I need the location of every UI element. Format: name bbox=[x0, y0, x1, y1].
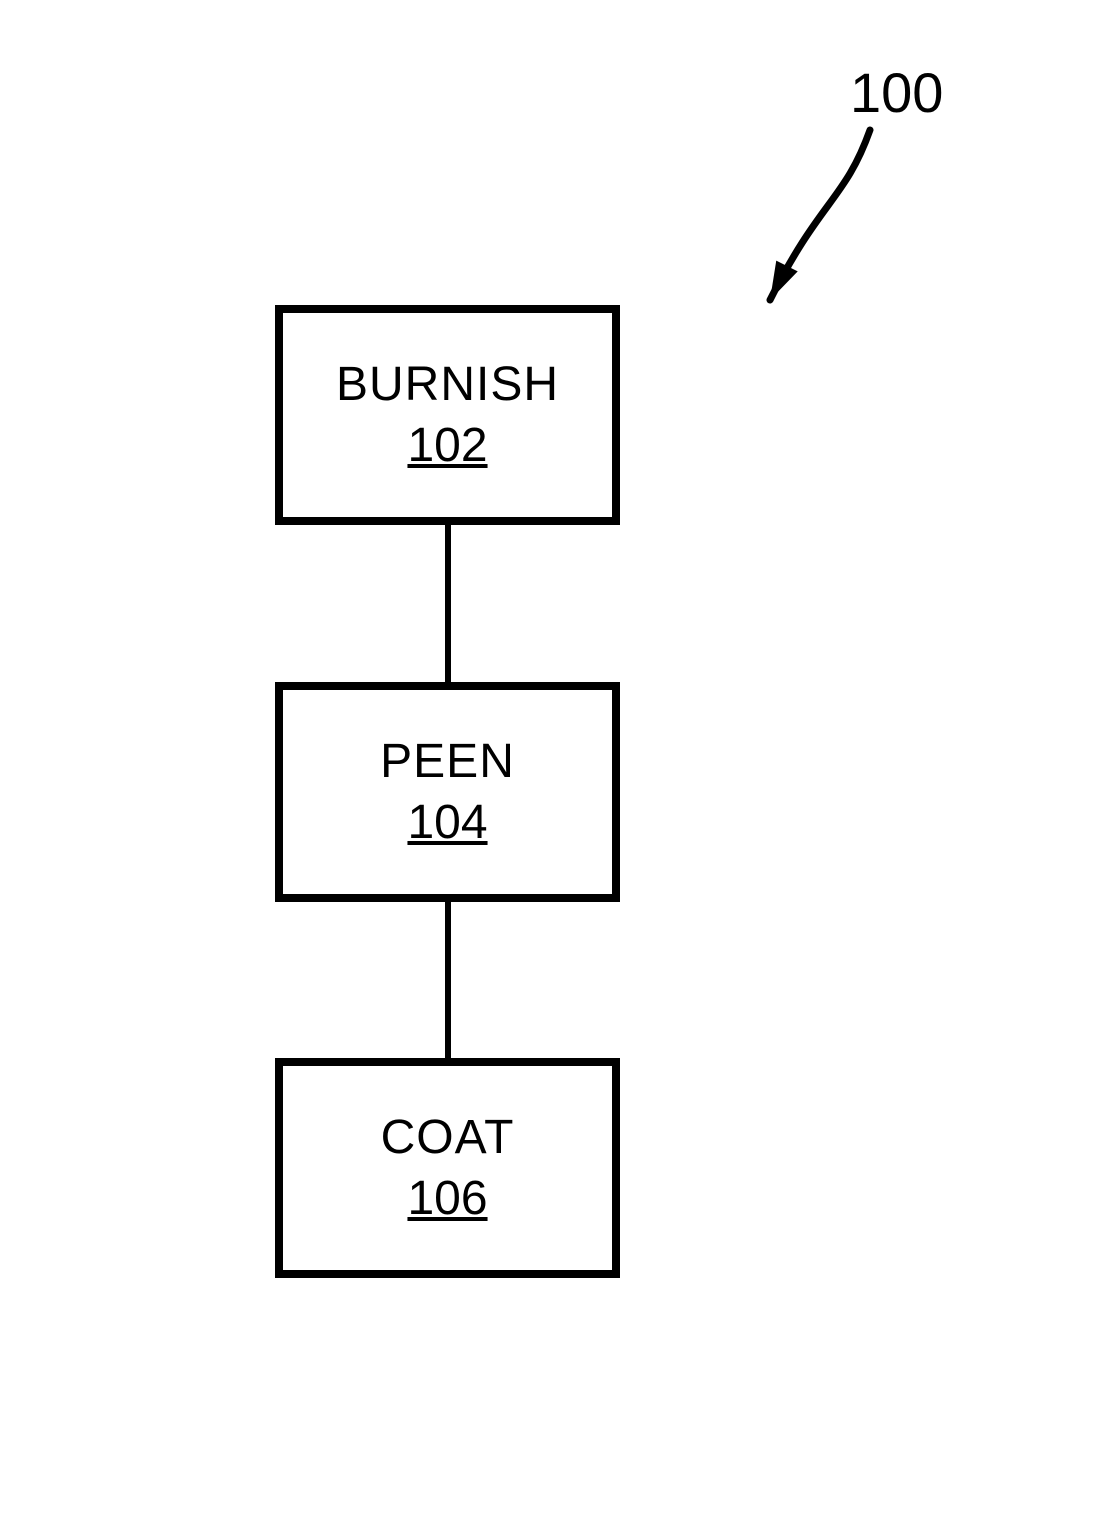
flow-box-number: 106 bbox=[407, 1171, 487, 1226]
flow-box-number: 104 bbox=[407, 795, 487, 850]
flow-box-label: BURNISH bbox=[336, 357, 559, 412]
arrow-head bbox=[770, 261, 798, 300]
flow-box-coat: COAT 106 bbox=[275, 1058, 620, 1278]
flow-box-number: 102 bbox=[407, 418, 487, 473]
flow-box-label: PEEN bbox=[380, 734, 515, 789]
flow-box-peen: PEEN 104 bbox=[275, 682, 620, 902]
flow-connector bbox=[445, 525, 451, 682]
flow-box-label: COAT bbox=[381, 1110, 515, 1165]
diagram-canvas: 100 BURNISH 102 PEEN 104 COAT 106 bbox=[0, 0, 1115, 1520]
flow-connector bbox=[445, 902, 451, 1058]
flow-box-burnish: BURNISH 102 bbox=[275, 305, 620, 525]
